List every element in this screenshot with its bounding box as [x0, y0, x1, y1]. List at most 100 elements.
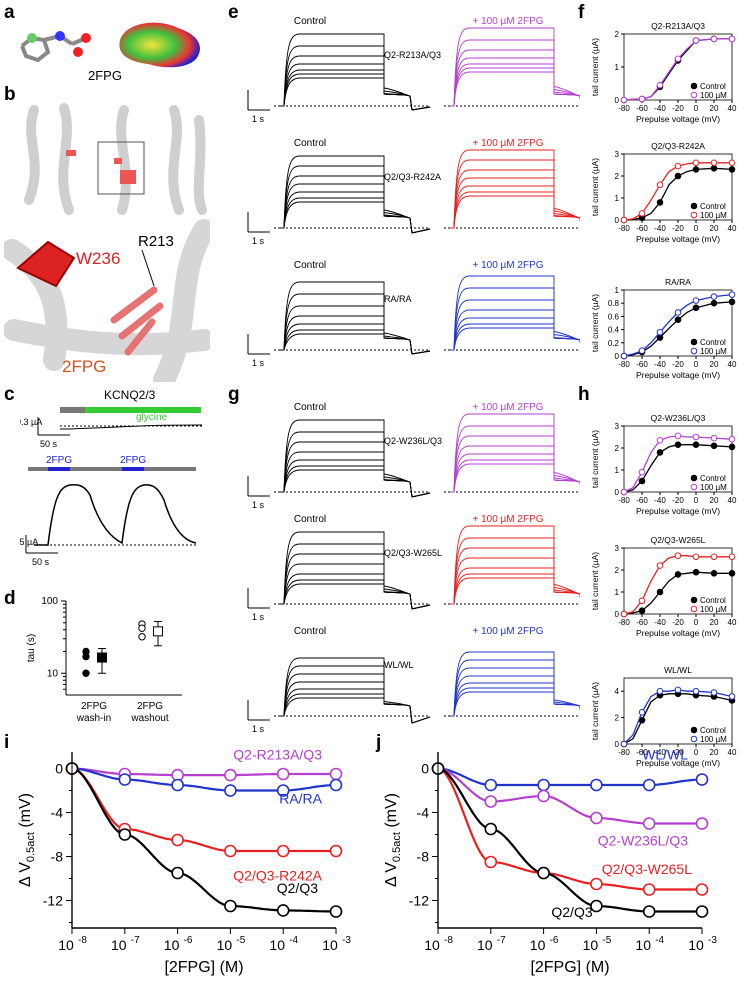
f2-point	[674, 172, 682, 180]
h2-xtick-label: -80	[618, 618, 630, 627]
h1-title: Q2-W236L/Q3	[651, 413, 706, 423]
j-xtick-exponent: -7	[497, 935, 506, 946]
h1-legend-label: Control	[700, 474, 726, 483]
f3-ytick-label: 0	[615, 352, 620, 361]
f1-xtick-label: 40	[728, 104, 737, 113]
scale-time-label: 1 s	[252, 114, 265, 124]
i-series-label: Q2/Q3	[277, 880, 318, 896]
h1-xtick-label: -80	[618, 496, 630, 505]
f1-ylabel: tail current (µA)	[590, 38, 600, 96]
j-xtick-exponent: -4	[655, 935, 664, 946]
h3-xtick-label: -80	[618, 748, 630, 757]
current-trace	[280, 175, 431, 234]
h1-ytick-label: 0	[615, 488, 620, 497]
f2-legend-label: 100 µM	[700, 211, 727, 220]
control-label: Control	[294, 626, 326, 637]
f1-ytick-label: 2	[615, 30, 620, 39]
h2-point	[620, 610, 628, 618]
h1-xtick-label: -40	[654, 496, 666, 505]
scale-top-current: 0.3 µA	[20, 417, 42, 427]
f2-point	[638, 210, 646, 217]
control-label: Control	[294, 514, 326, 525]
h2-xtick-label: 20	[710, 618, 719, 627]
j-xtick-label: 10	[635, 937, 651, 953]
j-ylabel-unit: (mV)	[383, 793, 400, 832]
current-trace	[450, 49, 580, 107]
f3-legend-label: 100 µM	[700, 347, 727, 356]
i-xtick-exponent: -3	[342, 935, 351, 946]
j-point	[484, 822, 498, 836]
f2-xtick-label: 20	[710, 224, 719, 233]
panel-label-f: f	[578, 2, 585, 23]
f2-point	[656, 199, 664, 206]
j-point	[642, 883, 656, 896]
f2-ytick-label: 2	[615, 172, 620, 181]
current-trace	[280, 563, 431, 610]
f2-ytick-label: 0	[615, 216, 620, 225]
h2-point	[692, 553, 700, 561]
h3-xtick-label: 20	[710, 748, 719, 757]
h3-title: WL/WL	[664, 665, 692, 675]
f3-ytick-label: 0.4	[608, 326, 620, 335]
f1-legend-label: 100 µM	[700, 91, 727, 100]
i-point	[276, 844, 290, 858]
drug-label: + 100 µM 2FPG	[472, 626, 543, 637]
drug-label-1: 2FPG	[46, 455, 72, 466]
i-point	[224, 768, 237, 782]
ligand-label: 2FPG	[62, 357, 106, 376]
f2-point	[710, 165, 718, 172]
h3-xtick-label: 0	[694, 748, 699, 757]
j-ylabel: Δ V0.5act (mV)	[383, 793, 403, 887]
h3-point	[728, 693, 736, 700]
current-trace	[450, 317, 580, 351]
d-point	[82, 652, 90, 661]
h2-point	[728, 570, 736, 577]
f3-ytick-label: 0.2	[608, 339, 620, 348]
j-series-label: Q2/Q3	[551, 904, 592, 920]
h1-point	[638, 468, 646, 476]
control-label: Control	[294, 16, 326, 27]
current-trace	[280, 681, 431, 724]
f2-title: Q2/Q3-R242A	[651, 141, 705, 151]
h2-xtick-label: -60	[636, 618, 648, 627]
h3-ytick-label: 2	[615, 714, 620, 723]
f1-xtick-label: -80	[618, 104, 630, 113]
d-mean-marker	[97, 652, 107, 663]
j-point	[642, 778, 656, 792]
scale-time-label: 1 s	[252, 236, 265, 246]
f3-point	[710, 293, 718, 300]
i-fit-line	[72, 767, 336, 777]
h3-point	[692, 687, 700, 695]
drug-label: + 100 µM 2FPG	[472, 402, 543, 413]
f1-legend-marker	[690, 91, 698, 99]
d-ytick-label: 10	[47, 668, 59, 679]
f3-xtick-label: -20	[672, 360, 684, 369]
f2-xtick-label: -20	[672, 224, 684, 233]
d-point	[138, 624, 146, 632]
h2-ytick-label: 2	[615, 566, 620, 575]
h2-ylabel: tail current (µA)	[590, 552, 600, 610]
j-series-label: Q2-W236L/Q3	[598, 833, 688, 849]
f3-xtick-label: 20	[710, 360, 719, 369]
h1-point	[674, 441, 682, 449]
control-label: Control	[294, 402, 326, 413]
i-xtick-exponent: -7	[131, 935, 140, 946]
h1-point	[638, 477, 646, 485]
construct-label: Q2-W236L/Q3	[384, 436, 442, 446]
h2-xtick-label: 40	[728, 618, 737, 627]
f3-ytick-label: 1	[615, 286, 620, 295]
j-point	[642, 905, 656, 918]
current-trace	[280, 459, 431, 498]
f1-xtick-label: -40	[654, 104, 666, 113]
scale-time-label: 1 s	[252, 612, 265, 622]
i-ytick-label: -12	[43, 893, 63, 909]
current-trace	[450, 195, 580, 229]
i-xtick-exponent: -8	[78, 935, 87, 946]
j-point	[590, 778, 603, 792]
d-category-label: 2FPG	[137, 701, 163, 712]
f2-legend-marker	[690, 211, 698, 219]
f3-point	[728, 291, 736, 298]
current-trace	[450, 557, 580, 605]
